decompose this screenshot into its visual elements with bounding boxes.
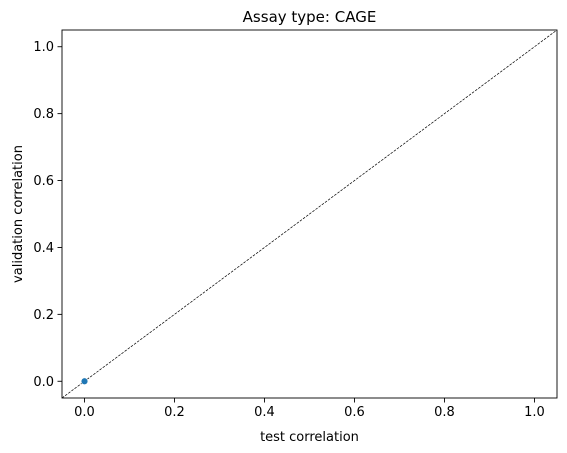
x-tick-label: 1.0: [524, 405, 545, 420]
reference-line: [62, 30, 557, 398]
x-tick-label: 0.2: [164, 405, 185, 420]
x-axis-label: test correlation: [260, 430, 359, 445]
x-tick-label: 0.4: [254, 405, 275, 420]
axes-frame: [61, 29, 558, 399]
x-tick-label: 0.6: [344, 405, 365, 420]
plot-area: 0.0 0.2 0.4 0.6 0.8 1.0 0.0 0.2 0.4 0.6 0.8 1.0: [33, 29, 558, 420]
y-tick-label: 0.6: [33, 174, 54, 189]
y-tick-label: 0.0: [33, 375, 54, 390]
x-tick-label: 0.0: [74, 405, 95, 420]
x-tick-label: 0.8: [434, 405, 455, 420]
data-point: [80, 377, 89, 385]
y-tick-label: 0.2: [33, 308, 54, 323]
chart-title: Assay type: CAGE: [243, 8, 377, 26]
y-tick-label: 0.4: [33, 241, 54, 256]
y-axis-label: validation correlation: [11, 145, 26, 283]
y-tick-label: 0.8: [33, 107, 54, 122]
y-tick-label: 1.0: [33, 40, 54, 55]
